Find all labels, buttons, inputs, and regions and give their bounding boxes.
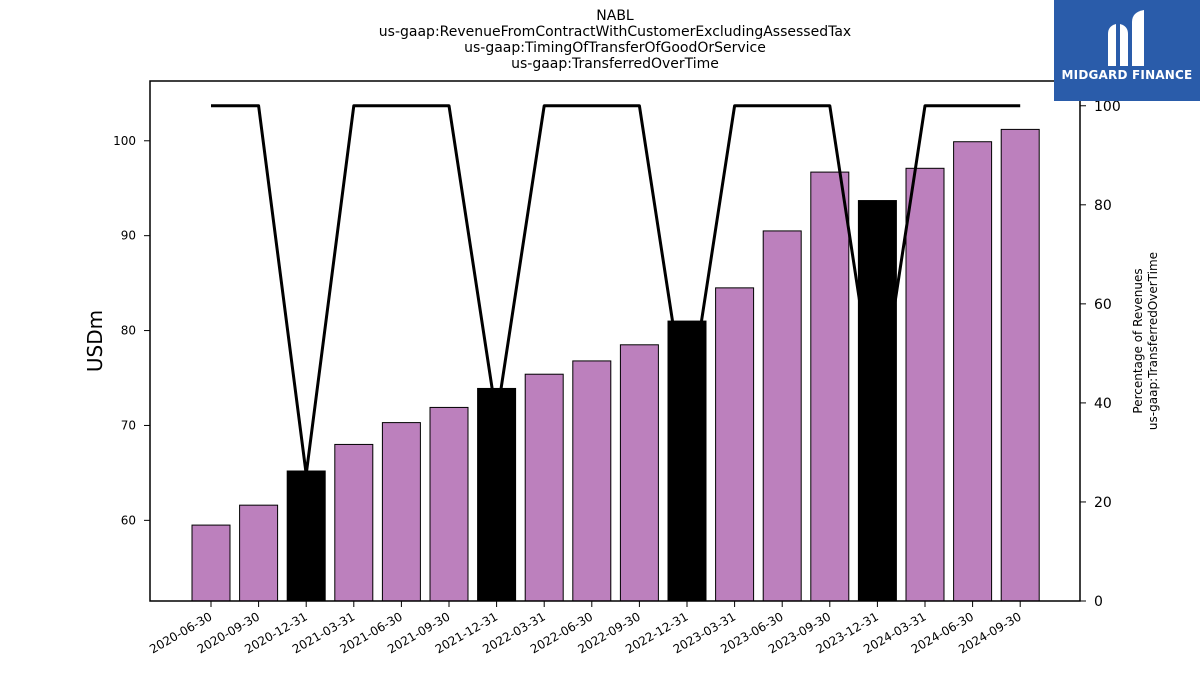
- percentage-line-series: [211, 104, 1021, 476]
- y-right-tick-label: 100: [1094, 99, 1121, 115]
- y-right-tick-label: 40: [1094, 396, 1112, 412]
- y-right-axis-title: us-gaap:TransferredOverTime: [1146, 252, 1160, 430]
- revenue-bar: [953, 141, 993, 602]
- chart-subtitle-line: us-gaap:TimingOfTransferOfGoodOrService: [464, 40, 766, 56]
- revenue-bar: [810, 171, 850, 602]
- revenue-bar: [334, 443, 374, 602]
- y-right-tick-label: 20: [1094, 495, 1112, 511]
- revenue-bar: [572, 360, 612, 602]
- revenue-bar: [524, 373, 564, 602]
- chart-subtitle-line: us-gaap:RevenueFromContractWithCustomerE…: [378, 24, 852, 40]
- y-left-tick-label: 60: [121, 513, 136, 527]
- y-left-tick-label: 100: [113, 134, 136, 148]
- chart-title-line: NABL: [596, 8, 634, 24]
- y-left-tick-label: 90: [121, 229, 136, 243]
- y-right-tick-label: 0: [1094, 594, 1103, 610]
- bar-series: [191, 128, 1040, 602]
- y-left-tick-label: 70: [121, 418, 136, 432]
- revenue-bar: [619, 344, 659, 602]
- revenue-bar: [905, 167, 945, 602]
- revenue-bar: [286, 470, 326, 602]
- revenue-bar: [381, 422, 421, 602]
- chart-subtitle-line: us-gaap:TransferredOverTime: [511, 56, 719, 72]
- revenue-bar: [191, 524, 231, 602]
- midgard-logo-icon: [1108, 10, 1144, 66]
- revenue-bar: [239, 504, 279, 602]
- percentage-line: [211, 104, 1021, 476]
- y-right-tick-label: 60: [1094, 297, 1112, 313]
- revenue-bar: [667, 320, 707, 602]
- y-right-tick-label: 80: [1094, 198, 1112, 214]
- plot-frame: [149, 80, 1081, 602]
- revenue-bar: [762, 230, 802, 602]
- y-left-axis-title: USDm: [83, 310, 107, 372]
- y-right-axis-title: Percentage of Revenues: [1131, 268, 1145, 413]
- y-left-tick-label: 80: [121, 324, 136, 338]
- midgard-finance-logo: MIDGARD FINANCE: [1054, 0, 1200, 101]
- revenue-bar: [715, 287, 755, 602]
- revenue-bar: [477, 387, 517, 602]
- revenue-bar: [857, 200, 897, 602]
- revenue-bar: [429, 406, 469, 602]
- revenue-bar: [1000, 128, 1040, 602]
- logo-text: MIDGARD FINANCE: [1061, 68, 1193, 82]
